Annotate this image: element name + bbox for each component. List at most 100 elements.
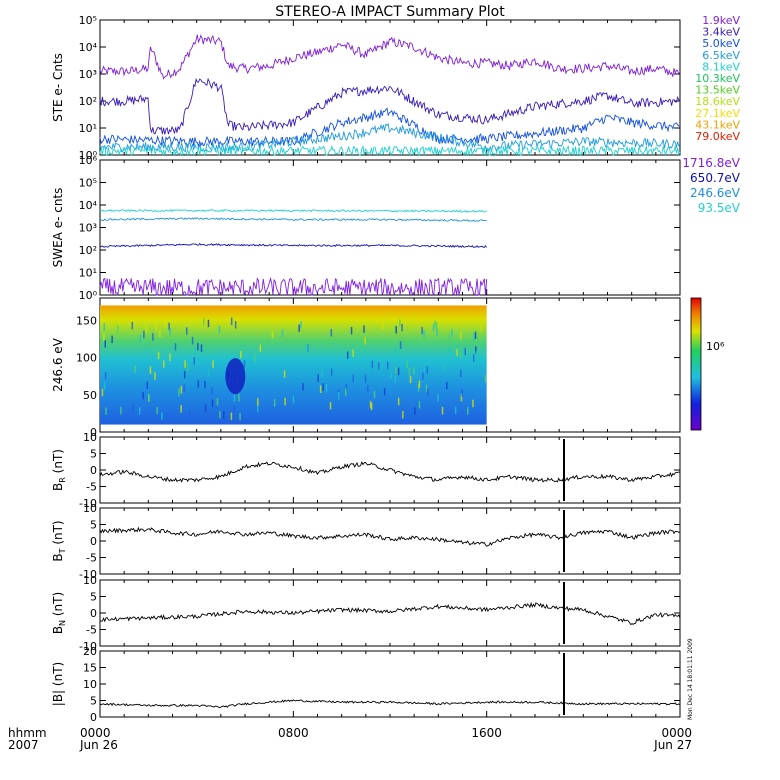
heatmap-cell — [377, 362, 380, 370]
heatmap-cell — [345, 383, 348, 392]
heatmap-cell — [371, 360, 374, 369]
heatmap-cell — [472, 399, 474, 408]
y-tick-label: 10 — [83, 431, 97, 444]
heatmap-cell — [401, 323, 403, 332]
series-line-65kev — [99, 122, 681, 153]
heatmap-cell — [169, 327, 171, 336]
heatmap-cell — [467, 407, 469, 415]
heatmap-cell — [292, 395, 295, 404]
heatmap-cell — [399, 341, 402, 349]
y-axis-label: SWEA e- cnts — [51, 188, 65, 268]
heatmap-cell — [386, 361, 389, 370]
heatmap-cell — [145, 348, 148, 356]
heatmap-cell — [345, 388, 347, 396]
heatmap-cell — [319, 385, 322, 393]
heatmap-cell — [330, 329, 333, 337]
series-line-935ev — [99, 209, 488, 213]
heatmap-cell — [346, 351, 349, 359]
heatmap-cell — [193, 357, 196, 365]
heatmap-cell — [460, 369, 462, 377]
y-tick-label: -5 — [86, 624, 97, 637]
heatmap-cell — [454, 406, 457, 415]
heatmap-cell — [142, 391, 144, 400]
heatmap-cell — [212, 360, 214, 368]
heatmap-cell — [363, 325, 365, 333]
y-tick-label: -10 — [79, 568, 97, 581]
y-tick-label: 0 — [90, 711, 97, 724]
y-axis-label: BN (nT) — [51, 592, 67, 634]
heatmap-cell — [234, 321, 237, 329]
heatmap-cell — [418, 380, 421, 388]
heatmap-cell — [421, 326, 423, 335]
heatmap-cell — [456, 348, 458, 357]
heatmap-cell — [219, 411, 221, 419]
y-axis-label: BT (nT) — [51, 520, 67, 561]
legend-entry: 8.1keV — [702, 60, 740, 73]
y-tick-label: 5 — [90, 448, 97, 461]
heatmap-cell — [436, 328, 438, 337]
heatmap-cell — [174, 343, 177, 351]
y-axis-label: BR (nT) — [51, 449, 67, 491]
heatmap-cell — [364, 337, 366, 345]
heatmap-cell — [259, 344, 262, 352]
heatmap-cell — [409, 375, 412, 384]
heatmap-cell — [432, 324, 435, 332]
series-line-81kev — [99, 144, 681, 157]
heatmap-cell — [103, 323, 106, 331]
y-tick-label: 10 — [83, 678, 97, 691]
heatmap-cell — [194, 348, 196, 357]
heatmap-cell — [460, 332, 462, 340]
heatmap-cell — [298, 324, 300, 332]
heatmap-cell — [211, 387, 213, 395]
heatmap-cell — [200, 344, 203, 352]
heatmap-cell — [132, 404, 134, 412]
heatmap-cell — [352, 374, 354, 383]
heatmap-cell — [239, 350, 242, 359]
heatmap-cell — [134, 365, 137, 373]
legend-entry: 43.1keV — [695, 118, 740, 131]
heatmap-cell — [321, 370, 323, 378]
legend-entry: 6.5keV — [702, 49, 740, 62]
legend-entry: 93.5eV — [698, 201, 741, 215]
heatmap-cell — [230, 412, 233, 421]
series-line-br — [99, 460, 681, 483]
series-line-2466ev — [99, 217, 487, 222]
panel-frame — [99, 19, 681, 156]
y-tick-label: 150 — [76, 314, 97, 327]
heatmap-cell — [418, 401, 421, 409]
y-tick-label: 0 — [90, 464, 97, 477]
heatmap-cell — [146, 381, 149, 389]
heatmap-cell — [337, 392, 340, 400]
y-tick-label: 15 — [83, 662, 97, 675]
heatmap-cell — [103, 333, 105, 342]
panel-frame — [99, 650, 681, 718]
x-tick-date: Jun 26 — [79, 738, 118, 752]
heatmap-cell — [143, 330, 145, 339]
heatmap-cell — [417, 383, 420, 392]
x-axis-left-label: hhmm — [8, 726, 47, 740]
legend-entry: 5.0keV — [702, 37, 740, 50]
heatmap-cell — [149, 366, 152, 375]
heatmap-cell — [101, 388, 104, 397]
heatmap-cell — [413, 367, 415, 375]
legend-entry: 1716.8eV — [682, 156, 740, 170]
heatmap-cell — [473, 333, 475, 341]
heatmap-cell — [138, 407, 141, 415]
heatmap-cell — [204, 404, 207, 413]
heatmap-feature — [225, 358, 246, 395]
heatmap-cell — [164, 319, 166, 328]
heatmap-cell — [373, 390, 376, 399]
heatmap-cell — [302, 383, 304, 391]
heatmap-cell — [257, 398, 259, 406]
heatmap-cell — [284, 397, 286, 406]
x-tick-label: 0000 — [661, 726, 692, 740]
y-tick-label: 10¹ — [79, 267, 97, 280]
panel-ste: 10⁰ 10¹ 10² 10³ 10⁴ 10⁵ STE e- Cnts — [51, 14, 681, 162]
heatmap-cell — [433, 320, 436, 328]
heatmap-cell — [195, 358, 197, 366]
heatmap-cell — [180, 361, 182, 370]
y-tick-label: 20 — [83, 645, 97, 658]
heatmap-cell — [472, 354, 475, 362]
